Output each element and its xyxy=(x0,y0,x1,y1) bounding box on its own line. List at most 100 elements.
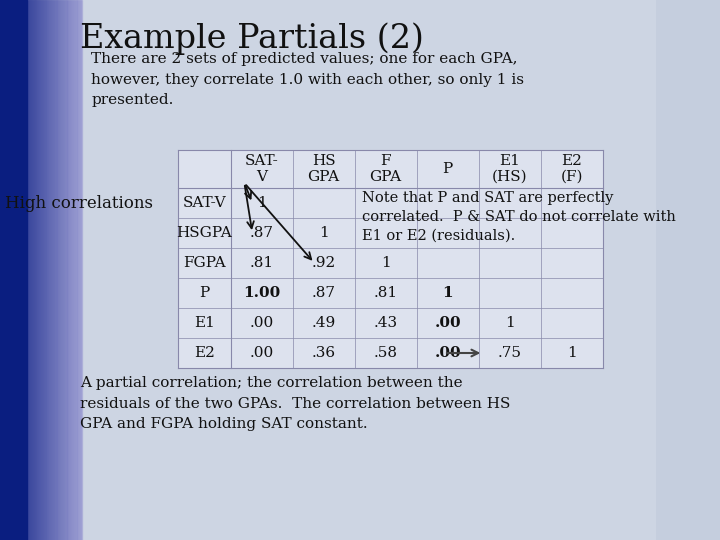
Text: There are 2 sets of predicted values; one for each GPA,
however, they correlate : There are 2 sets of predicted values; on… xyxy=(91,52,524,107)
Bar xyxy=(58,0,59,540)
Bar xyxy=(65,0,66,540)
Bar xyxy=(75,0,76,540)
Bar xyxy=(23,0,24,540)
Text: .43: .43 xyxy=(374,316,397,330)
Bar xyxy=(66,0,68,540)
Bar xyxy=(39,0,40,540)
Bar xyxy=(22,0,23,540)
Bar xyxy=(20,0,21,540)
Text: High correlations: High correlations xyxy=(4,194,153,212)
Bar xyxy=(25,0,27,540)
Text: .87: .87 xyxy=(250,226,274,240)
Bar xyxy=(69,0,71,540)
Bar xyxy=(52,0,53,540)
Bar xyxy=(43,0,44,540)
Bar xyxy=(81,0,82,540)
Text: .87: .87 xyxy=(312,286,336,300)
Bar xyxy=(63,0,64,540)
Bar xyxy=(14,0,16,540)
Bar xyxy=(78,0,79,540)
Bar xyxy=(178,150,603,368)
Bar xyxy=(34,0,35,540)
Text: 1: 1 xyxy=(442,286,453,300)
Bar xyxy=(21,0,22,540)
Text: 1.00: 1.00 xyxy=(243,286,280,300)
Bar xyxy=(80,0,81,540)
Text: 1: 1 xyxy=(257,196,266,210)
Text: .00: .00 xyxy=(250,316,274,330)
Bar xyxy=(59,0,60,540)
Bar xyxy=(50,0,51,540)
Text: SAT-
V: SAT- V xyxy=(245,154,279,184)
Bar xyxy=(27,0,28,540)
Bar xyxy=(72,0,73,540)
Text: 1: 1 xyxy=(381,256,390,270)
Text: .00: .00 xyxy=(250,346,274,360)
Text: .75: .75 xyxy=(498,346,522,360)
Bar xyxy=(53,0,54,540)
Bar xyxy=(44,0,45,540)
Bar xyxy=(68,0,69,540)
Bar xyxy=(4,0,6,540)
Bar xyxy=(42,0,43,540)
Bar xyxy=(62,0,63,540)
Text: 1: 1 xyxy=(505,316,515,330)
Text: HSGPA: HSGPA xyxy=(176,226,232,240)
Text: SAT-V: SAT-V xyxy=(182,196,226,210)
Text: HS
GPA: HS GPA xyxy=(307,154,340,184)
Bar xyxy=(16,0,17,540)
Bar xyxy=(55,0,57,540)
Bar xyxy=(57,0,58,540)
Text: .36: .36 xyxy=(312,346,336,360)
Bar xyxy=(64,0,65,540)
Bar xyxy=(76,0,78,540)
Text: .81: .81 xyxy=(374,286,397,300)
Bar xyxy=(54,0,55,540)
Bar xyxy=(60,0,61,540)
Text: F
GPA: F GPA xyxy=(369,154,402,184)
Text: .81: .81 xyxy=(250,256,274,270)
Bar xyxy=(47,0,48,540)
Bar xyxy=(9,0,10,540)
Text: Example Partials (2): Example Partials (2) xyxy=(80,22,424,55)
Bar xyxy=(17,0,18,540)
Text: 1: 1 xyxy=(319,226,328,240)
Text: P: P xyxy=(199,286,210,300)
Bar xyxy=(48,0,49,540)
Bar xyxy=(51,0,52,540)
Text: Note that P and SAT are perfectly
correlated.  P & SAT do not correlate with
E1 : Note that P and SAT are perfectly correl… xyxy=(362,191,676,243)
Text: .00: .00 xyxy=(434,316,461,330)
Bar xyxy=(6,0,7,540)
Bar xyxy=(28,0,30,540)
Text: E1: E1 xyxy=(194,316,215,330)
Bar xyxy=(19,0,20,540)
Bar xyxy=(79,0,80,540)
Bar xyxy=(7,0,8,540)
Text: .92: .92 xyxy=(312,256,336,270)
Bar xyxy=(73,0,74,540)
Text: E2: E2 xyxy=(194,346,215,360)
Bar xyxy=(18,0,19,540)
Bar xyxy=(71,0,72,540)
Bar xyxy=(3,0,4,540)
Bar xyxy=(30,0,31,540)
Bar xyxy=(13,0,14,540)
Bar xyxy=(40,0,41,540)
Bar xyxy=(1,0,2,540)
Text: .49: .49 xyxy=(312,316,336,330)
Bar xyxy=(2,0,3,540)
Text: 1: 1 xyxy=(567,346,577,360)
Bar xyxy=(37,0,38,540)
Text: A partial correlation; the correlation between the
residuals of the two GPAs.  T: A partial correlation; the correlation b… xyxy=(80,376,510,431)
Text: .00: .00 xyxy=(434,346,461,360)
Bar xyxy=(74,0,75,540)
Bar xyxy=(10,0,11,540)
Bar xyxy=(41,0,42,540)
Bar xyxy=(61,0,62,540)
Text: P: P xyxy=(443,162,453,176)
Bar xyxy=(11,0,12,540)
Bar xyxy=(32,0,33,540)
Text: .58: .58 xyxy=(374,346,397,360)
Bar xyxy=(8,0,9,540)
Bar xyxy=(31,0,32,540)
